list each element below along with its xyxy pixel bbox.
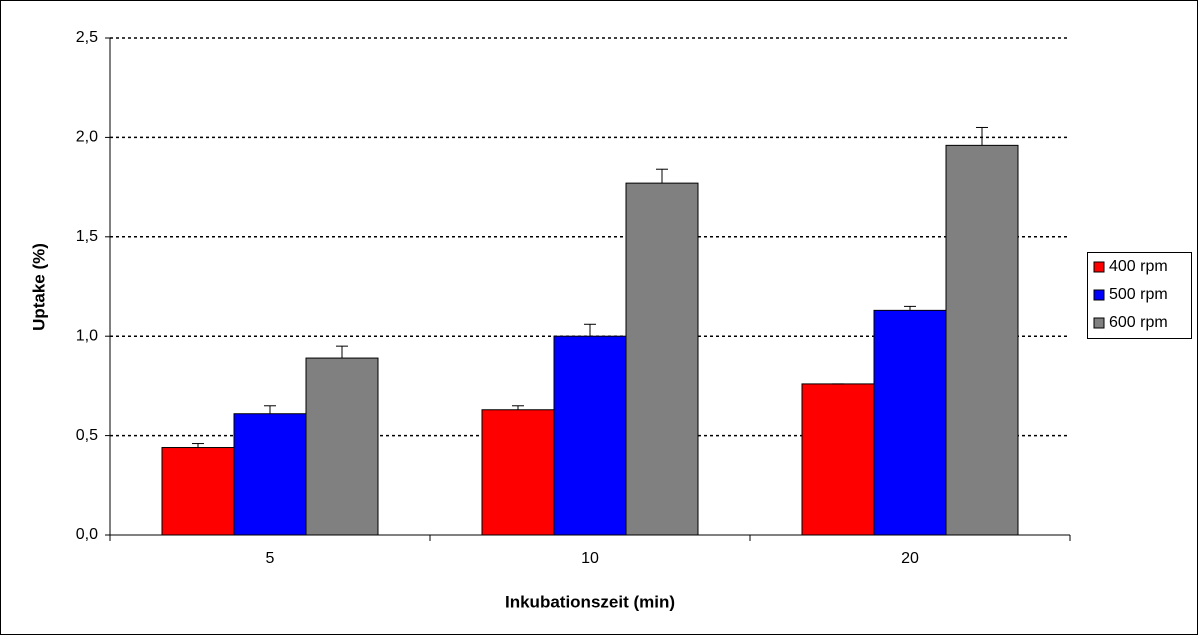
y-axis-label: Uptake (%) xyxy=(29,243,48,331)
bar xyxy=(945,144,1019,536)
error-bar xyxy=(264,405,276,414)
bar xyxy=(161,447,235,536)
error-bar xyxy=(904,305,916,311)
bar xyxy=(625,182,699,536)
legend-swatch xyxy=(1093,261,1105,273)
bar xyxy=(305,357,379,536)
bar xyxy=(233,413,307,536)
x-tick-label: 10 xyxy=(581,550,599,567)
legend-label: 600 rpm xyxy=(1109,314,1168,331)
error-bar xyxy=(976,126,988,146)
legend-label: 400 rpm xyxy=(1109,258,1168,275)
y-tick-label: 0,0 xyxy=(76,526,98,543)
y-tick-label: 2,5 xyxy=(76,29,98,46)
x-tick-label: 20 xyxy=(901,550,919,567)
error-bar xyxy=(512,405,524,410)
x-tick-label: 5 xyxy=(266,550,275,567)
bar xyxy=(553,335,627,536)
error-bar xyxy=(336,345,348,359)
legend-box xyxy=(1087,252,1192,339)
y-tick-label: 1,0 xyxy=(76,327,98,344)
y-tick-label: 0,5 xyxy=(76,427,98,444)
x-axis-label: Inkubationszeit (min) xyxy=(505,592,675,611)
legend-swatch xyxy=(1093,317,1105,329)
bar xyxy=(801,383,875,536)
legend-swatch xyxy=(1093,289,1105,301)
bar xyxy=(873,309,947,536)
y-tick-label: 2,0 xyxy=(76,129,98,146)
y-tick-label: 1,5 xyxy=(76,228,98,245)
error-bar xyxy=(192,443,204,448)
legend-label: 500 rpm xyxy=(1109,286,1168,303)
error-bar xyxy=(656,168,668,184)
error-bar xyxy=(584,323,596,337)
bar xyxy=(481,409,555,536)
